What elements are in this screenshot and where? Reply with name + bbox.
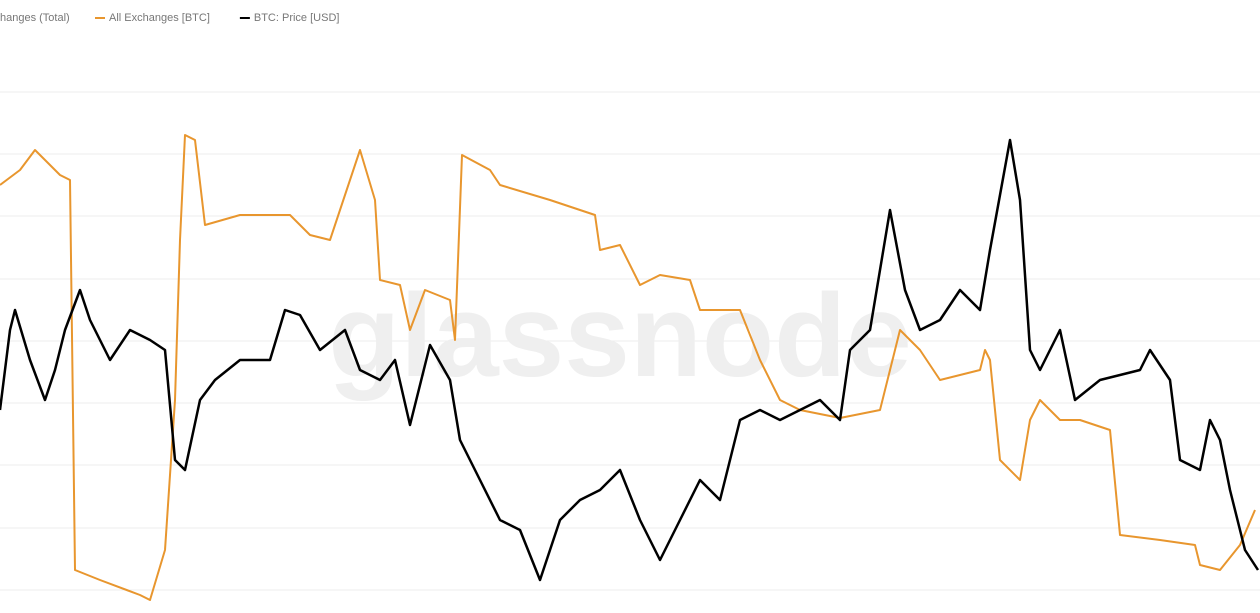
legend-text: hanges (Total): [0, 12, 70, 24]
series-line: [0, 134, 1256, 601]
legend-label: BTC: Price [USD]: [254, 12, 340, 24]
legend-label: All Exchanges [BTC]: [109, 12, 210, 24]
series-line: [0, 138, 1260, 582]
watermark: glassnode: [328, 270, 912, 402]
